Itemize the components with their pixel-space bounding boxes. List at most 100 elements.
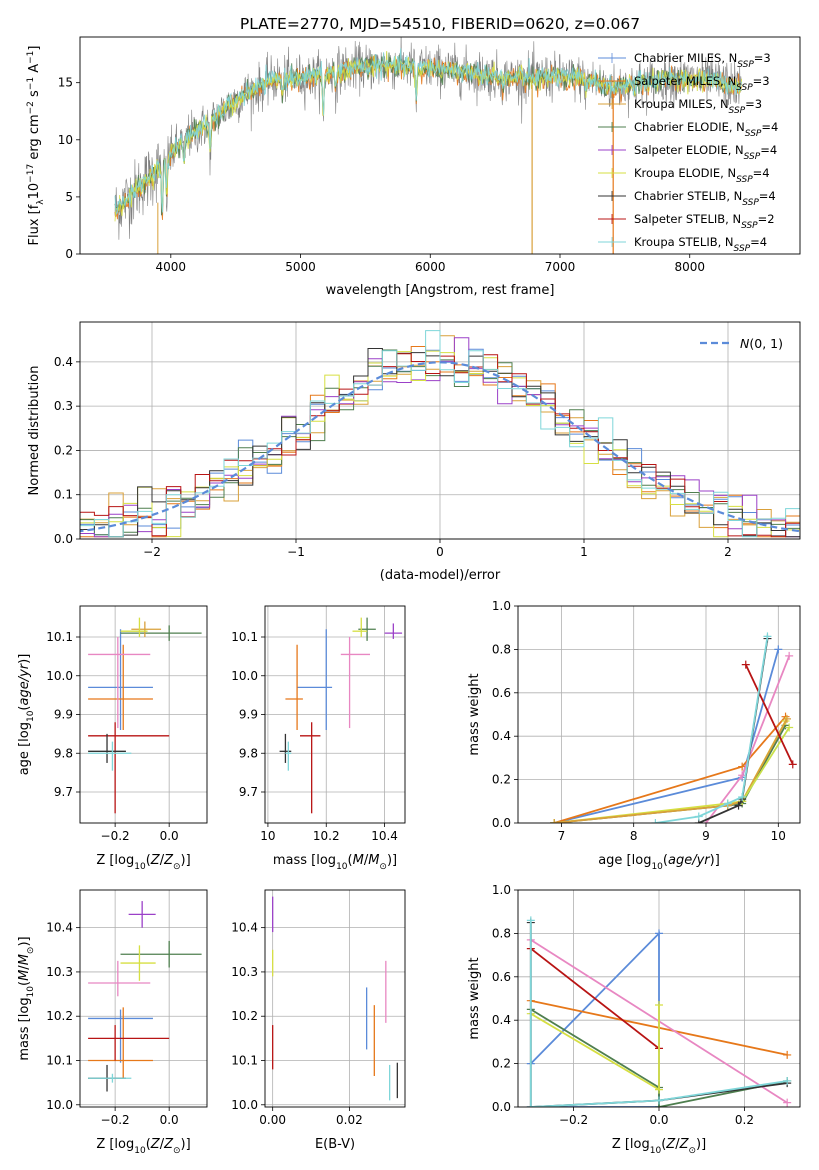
- mass-vs-metallicity-panel: −0.2 0.010.010.110.210.310.4Z [log10(Z/Z⊙…: [17, 889, 208, 1156]
- legend-entry: Chabrier STELIB, NSSP=4: [634, 189, 776, 208]
- y-tick-label: 9.8: [54, 746, 73, 760]
- model-spectrum: [114, 48, 743, 216]
- axes-frame: [264, 605, 406, 824]
- legend-entry: Salpeter ELODIE, NSSP=4: [634, 143, 777, 162]
- axes-frame: [79, 36, 801, 255]
- label-part: SSP: [736, 83, 753, 93]
- label-part: /: [160, 853, 165, 868]
- label-part: M: [353, 853, 364, 868]
- label-part: 10: [134, 1146, 146, 1156]
- y-tick-label: 9.8: [239, 746, 258, 760]
- label-part: =4: [759, 189, 776, 203]
- label-part: (: [663, 853, 668, 868]
- x-tick-label: −2: [143, 545, 161, 559]
- x-tick-label: 0.0: [160, 829, 179, 843]
- y-tick-label: 10.2: [46, 1009, 73, 1023]
- x-tick-label: 2: [724, 545, 732, 559]
- label-part: )]: [181, 853, 191, 868]
- label-part: SSP: [737, 60, 754, 70]
- y-tick-label: 0: [65, 247, 73, 261]
- label-part: )]: [387, 853, 397, 868]
- y-tick-label: 0.8: [492, 926, 511, 940]
- label-part: ]: [27, 46, 42, 51]
- label-part: =3: [754, 51, 771, 65]
- weight-series: [529, 920, 788, 1107]
- label-part: (0, 1): [749, 336, 783, 351]
- axes-frame: [79, 321, 801, 540]
- x-tick-label: 0.2: [735, 1113, 754, 1127]
- figure-title: PLATE=2770, MJD=54510, FIBERID=0620, z=0…: [240, 15, 640, 33]
- weight-point: [783, 1076, 792, 1085]
- label-part: Z: [163, 1137, 174, 1152]
- y-tick-label: 9.7: [54, 785, 73, 799]
- y-tick-label: 10.0: [231, 669, 258, 683]
- label-part: (: [146, 853, 151, 868]
- label-part: =4: [760, 143, 777, 157]
- label-part: Z: [163, 853, 174, 868]
- y-tick-label: 0.3: [54, 399, 73, 413]
- x-axis-label: Z [log10(Z/Z⊙)]: [96, 1137, 190, 1156]
- y-tick-label: 0.4: [492, 729, 511, 743]
- x-tick-label: 10: [771, 829, 786, 843]
- x-tick-label: 10.2: [313, 829, 340, 843]
- label-part: N: [740, 336, 750, 351]
- label-part: M: [17, 970, 32, 981]
- weight-point: [526, 1103, 535, 1107]
- x-tick-label: 10: [260, 829, 275, 843]
- label-part: Salpeter MILES, N: [634, 74, 736, 88]
- legend-entry: Kroupa STELIB, NSSP=4: [634, 235, 767, 254]
- y-tick-label: 10.3: [231, 965, 258, 979]
- histogram-series: [80, 330, 800, 538]
- x-tick-label: 4000: [156, 260, 187, 274]
- label-part: 10: [651, 862, 663, 872]
- label-part: ⊙: [173, 1146, 181, 1156]
- weight-point: [783, 1050, 792, 1059]
- label-part: E(B-V): [315, 1137, 355, 1152]
- y-tick-label: 0.4: [54, 355, 73, 369]
- label-part: Flux [f: [27, 204, 42, 245]
- y-axis-label: mass weight: [467, 673, 482, 755]
- plot-area: [114, 37, 743, 254]
- legend-entry: N(0, 1): [740, 336, 783, 351]
- x-tick-label: 0.0: [160, 1113, 179, 1127]
- label-part: SSP: [736, 175, 753, 185]
- label-part: Chabrier ELODIE, N: [634, 120, 745, 134]
- label-part: (: [348, 853, 353, 868]
- label-part: Salpeter STELIB, N: [634, 212, 741, 226]
- x-tick-label: 8000: [674, 260, 705, 274]
- label-part: (: [661, 1137, 666, 1152]
- label-part: age [log: [598, 853, 651, 868]
- weight-point: [763, 632, 772, 641]
- plot-area: [526, 916, 792, 1107]
- label-part: )]: [17, 654, 32, 664]
- weight-point: [785, 651, 794, 660]
- label-part: ⊙: [688, 1146, 696, 1156]
- label-part: (: [17, 981, 32, 986]
- weight-series: [698, 638, 769, 823]
- legend-entry: Salpeter MILES, NSSP=3: [634, 74, 770, 93]
- weight-series: [554, 718, 788, 823]
- weight-point: [774, 645, 783, 654]
- y-axis-label: age [log10(age/yr)]: [17, 654, 36, 776]
- y-tick-label: 0.6: [492, 970, 511, 984]
- label-part: 10: [26, 710, 36, 722]
- y-tick-label: 10.4: [46, 921, 73, 935]
- label-part: SSP: [744, 152, 761, 162]
- y-axis-label: mass [log10(M/M⊙)]: [17, 936, 36, 1060]
- weight-point: [651, 819, 660, 823]
- residual-histogram-panel: −2 −1 0 1 2 0.0 0.1 0.2 0.3 0.4 (data-model)/error…: [27, 321, 801, 583]
- y-tick-label: 10.0: [231, 1098, 258, 1112]
- label-part: (: [146, 1137, 151, 1152]
- x-tick-label: 0.02: [336, 1113, 363, 1127]
- y-tick-label: 1.0: [492, 883, 511, 897]
- label-part: Salpeter ELODIE, N: [634, 143, 744, 157]
- label-part: Chabrier MILES, N: [634, 51, 737, 65]
- y-tick-label: 10: [58, 133, 73, 147]
- label-part: )]: [696, 1137, 706, 1152]
- label-part: s: [27, 90, 42, 101]
- label-part: =4: [750, 235, 767, 249]
- mass-vs-ebv-panel: 0.00 0.02 10.0 10.1 10.2 10.3 10.4 E(B-V): [231, 889, 406, 1152]
- label-part: mass [log: [17, 997, 32, 1060]
- y-tick-label: 0.0: [492, 816, 511, 830]
